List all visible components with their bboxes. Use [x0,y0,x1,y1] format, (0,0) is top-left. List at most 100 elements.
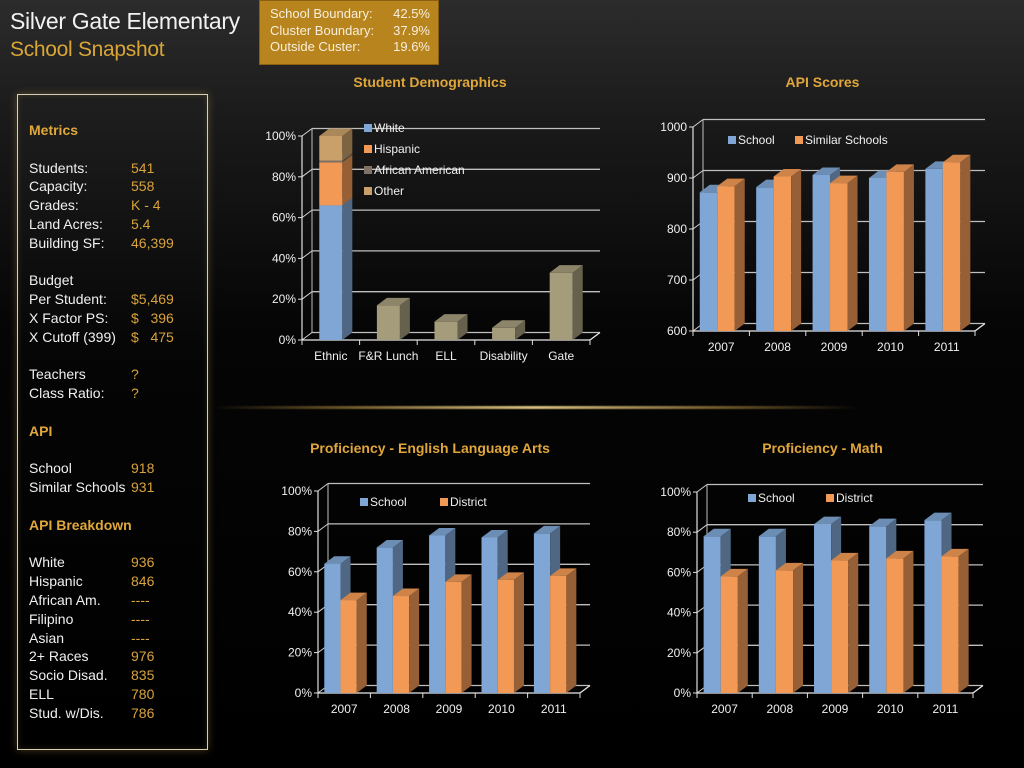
y-tick-label: 0% [674,686,692,700]
grid-diagonal [301,291,313,300]
api-breakdown-row: Socio Disad. 835 [29,666,204,685]
budget-label: Budget [29,272,74,289]
y-tick-label: 20% [667,646,691,660]
x-tick-label: 2011 [932,702,958,716]
api-breakdown-heading: API Breakdown [29,516,132,533]
metric-value: 936 [131,554,155,571]
legend-school-label: School [758,491,795,505]
metric-value: 786 [131,704,155,721]
bar-ethnic-other [319,128,353,161]
api-heading: API [29,422,53,439]
legend-similar-schools-swatch [795,136,803,144]
y-tick-label: 1000 [660,120,687,134]
boundary-label: Outside Custer: [270,39,361,54]
metric-label: Teachers [29,366,86,383]
legend-district-label: District [450,495,487,509]
legend-similar-schools-label: Similar Schools [805,133,888,147]
legend-district-swatch [440,498,448,506]
metric-label: 2+ Races [29,648,89,665]
y-tick-label: 40% [667,606,691,620]
api-breakdown-row: Hispanic 846 [29,572,204,591]
floor-edge [974,322,986,332]
metric-label: X Factor PS: [29,309,109,326]
metric-value: 976 [131,648,155,665]
bar-district-2008 [392,588,420,693]
legend-school-label: School [370,495,407,509]
x-tick-label: 2007 [708,340,735,354]
bar-district-2007 [340,592,367,693]
x-tick-label: 2009 [821,340,848,354]
api-breakdown-row: African Am. ---- [29,591,204,610]
y-tick-label: 0% [279,333,297,347]
metric-value: 918 [131,460,155,477]
api-breakdown-row: Stud. w/Dis. 786 [29,704,204,723]
metric-label: Socio Disad. [29,667,108,684]
x-tick-label: 2007 [711,702,738,716]
x-tick-label: Ethnic [314,349,347,363]
legend-african-american-swatch [364,166,372,174]
floor-edge [972,684,984,694]
budget-row: Per Student: $5,469 [29,290,204,309]
y-tick-label: 80% [667,525,691,539]
metric-row: Capacity: 558 [29,177,204,196]
y-tick-label: 700 [667,273,687,287]
grid-diagonal [692,119,704,128]
budget-row: X Factor PS: $ 396 [29,309,204,328]
metric-label: Stud. w/Dis. [29,704,104,721]
api-breakdown-row: ELL 780 [29,685,204,704]
grid-diagonal [301,128,313,137]
bar-similar-schools-2009 [830,175,858,331]
metric-value: 541 [131,159,155,176]
bar-disability [492,320,526,340]
y-tick-label: 80% [272,170,296,184]
metric-value: $ 396 [131,309,174,326]
x-tick-label: Gate [548,349,574,363]
bar-similar-schools-2010 [886,164,914,331]
math-chart-title: Proficiency - Math [762,440,883,456]
metric-value: K - 4 [131,197,161,214]
x-tick-label: 2011 [541,702,567,716]
legend-school-swatch [748,494,756,502]
grid-diagonal [301,332,313,341]
bar-district-2011 [550,568,577,693]
demographics-chart-title: Student Demographics [353,74,507,90]
bar-district-2009 [445,574,472,693]
metric-value: ---- [131,610,150,627]
metric-label: X Cutoff (399) [29,328,116,345]
x-tick-label: 2008 [766,702,793,716]
x-tick-label: 2009 [822,702,849,716]
y-tick-label: 600 [667,324,687,338]
api-breakdown-row: White 936 [29,553,204,572]
floor-edge [589,331,601,341]
metric-value: $ 475 [131,328,174,345]
grid-diagonal [696,524,708,533]
metric-label: White [29,554,65,571]
y-tick-label: 60% [272,211,296,225]
x-tick-label: 2009 [436,702,463,716]
api-chart-title: API Scores [785,74,860,90]
x-tick-label: 2008 [383,702,410,716]
page-subtitle: School Snapshot [10,38,165,61]
metric-value: ? [131,385,139,402]
metric-value: $5,469 [131,291,174,308]
bar-district-2008 [775,562,804,693]
school-name: Silver Gate Elementary [10,8,240,34]
x-tick-label: 2011 [934,340,960,354]
metric-label: ELL [29,685,54,702]
x-tick-label: ELL [435,349,457,363]
legend-hispanic-label: Hispanic [374,142,420,156]
bar-gate [549,265,583,340]
boundary-label: Cluster Boundary: [270,22,375,38]
x-tick-label: Disability [480,349,528,363]
staff-row: Teachers ? [29,365,204,384]
x-tick-label: 2010 [488,702,515,716]
metric-label: Asian [29,629,65,646]
metric-label: Land Acres: [29,215,103,232]
x-tick-label: 2008 [764,340,791,354]
metric-row: Building SF: 46,399 [29,234,204,253]
metric-value: 46,399 [131,234,174,251]
budget-row: X Cutoff (399) $ 475 [29,328,204,347]
